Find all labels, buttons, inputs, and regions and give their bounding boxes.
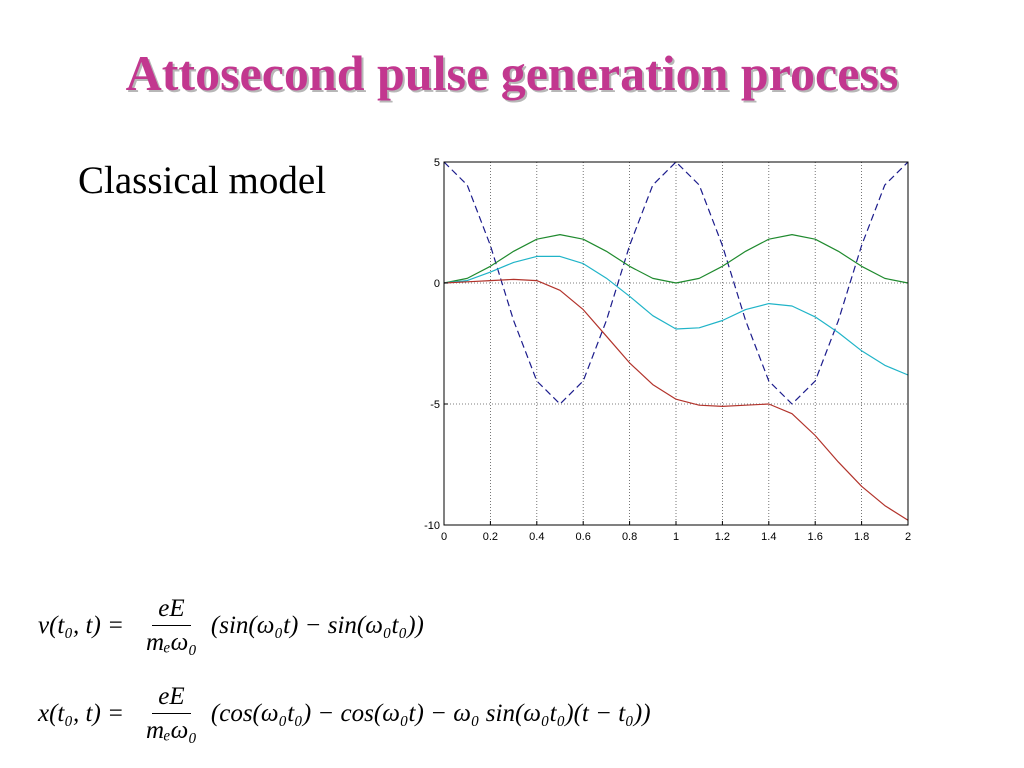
series-line-0: [443, 161, 909, 405]
y-tick-label-2: 0: [434, 278, 440, 290]
position-equation-lhs: x(t₀, t) =: [38, 700, 124, 727]
position-equation-denominator: mₑω₀: [145, 717, 197, 744]
slide-subtitle: Classical model: [78, 159, 327, 202]
slide-title: Attosecond pulse generation process: [125, 45, 899, 101]
x-tick-label-10: 2: [905, 531, 911, 543]
y-tick-label-0: -10: [424, 520, 440, 532]
y-tick-label-1: -5: [430, 399, 440, 411]
velocity-equation-lhs: v(t₀, t) =: [38, 612, 124, 639]
position-equation-rhs: (cos(ω₀t₀) − cos(ω₀t) − ω₀ sin(ω₀t₀)(t −…: [210, 700, 651, 727]
position-equation-fraction: eE mₑω₀: [140, 683, 203, 745]
series-line-1: [443, 233, 909, 284]
velocity-equation-fraction: eE mₑω₀: [140, 595, 203, 657]
x-tick-label-1: 0.2: [483, 531, 498, 543]
velocity-equation-denominator: mₑω₀: [145, 629, 197, 656]
position-equation-numerator: eE: [152, 683, 191, 714]
velocity-equation: v(t₀, t) = eE mₑω₀ (sin(ω₀t) − sin(ω₀t₀)…: [38, 595, 424, 657]
chart-svg: 0 0.2 0.4 0.6 0.8 1 1.2 1.4 1.6 1.8 2 -10 -5 0 5: [424, 157, 911, 543]
series-line-3: [443, 278, 909, 521]
velocity-equation-numerator: eE: [152, 595, 191, 626]
y-tick-label-3: 5: [434, 157, 440, 169]
line-chart: 0 0.2 0.4 0.6 0.8 1 1.2 1.4 1.6 1.8 2 -10 -5 0 5: [412, 152, 918, 548]
x-tick-label-4: 0.8: [622, 531, 637, 543]
x-tick-label-2: 0.4: [529, 531, 544, 543]
x-tick-label-8: 1.6: [808, 531, 823, 543]
x-tick-label-6: 1.2: [715, 531, 730, 543]
x-tick-label-7: 1.4: [761, 531, 776, 543]
x-tick-label-5: 1: [673, 531, 679, 543]
x-tick-label-3: 0.6: [576, 531, 591, 543]
x-tick-label-9: 1.8: [854, 531, 869, 543]
series-line-2: [443, 255, 909, 376]
velocity-equation-rhs: (sin(ω₀t) − sin(ω₀t₀)): [210, 612, 424, 639]
position-equation: x(t₀, t) = eE mₑω₀ (cos(ω₀t₀) − cos(ω₀t)…: [38, 683, 651, 745]
x-tick-label-0: 0: [441, 531, 447, 543]
